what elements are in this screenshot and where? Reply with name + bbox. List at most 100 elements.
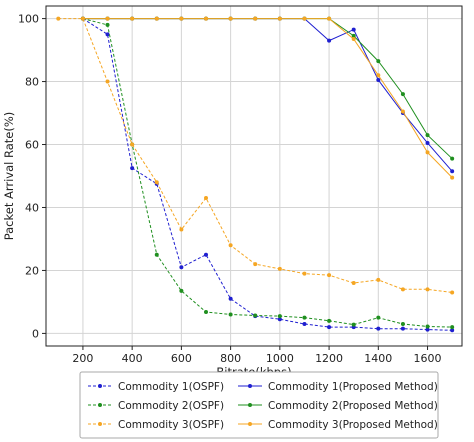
legend-label: Commodity 1(Proposed Method) (268, 381, 438, 393)
legend-entry: Commodity 2(OSPF) (88, 400, 224, 412)
series-layer (56, 16, 455, 333)
data-point (351, 37, 356, 42)
series-5 (80, 16, 455, 161)
x-tick-label: 1200 (315, 352, 343, 365)
data-point (376, 277, 381, 282)
data-point (204, 16, 208, 21)
data-point (327, 318, 332, 323)
data-point (327, 38, 332, 43)
series-line (82, 18, 453, 172)
data-point (130, 166, 135, 171)
data-point (277, 16, 282, 21)
data-point (425, 324, 430, 329)
data-point (154, 252, 159, 257)
legend-entry: Commodity 1(Proposed Method) (238, 381, 438, 393)
data-point (425, 140, 430, 145)
legend-entry: Commodity 2(Proposed Method) (238, 400, 438, 412)
series-1 (80, 16, 455, 333)
legend-swatch-marker (98, 422, 102, 426)
data-point (327, 16, 332, 21)
x-tick-label: 1000 (266, 352, 294, 365)
data-point (154, 16, 159, 21)
x-tick-label: 600 (171, 352, 192, 365)
legend-label: Commodity 3(OSPF) (118, 419, 224, 431)
data-point (228, 312, 233, 317)
data-point (105, 16, 110, 21)
data-point (179, 227, 184, 232)
data-point (302, 271, 307, 276)
plot-area-frame (45, 5, 463, 347)
y-axis-label: Packet Arrival Rate(%) (2, 112, 16, 241)
data-point (351, 33, 356, 38)
legend-entry: Commodity 3(OSPF) (88, 419, 224, 431)
data-point (400, 321, 405, 326)
data-point (302, 321, 307, 326)
data-point (450, 325, 455, 330)
x-axis-ticks: 200 400 600 800 1000 1200 1400 1600 (72, 346, 442, 365)
data-point (105, 32, 110, 37)
data-point (450, 328, 455, 333)
x-tick-label: 1400 (364, 352, 392, 365)
y-axis-ticks: 0 20 40 60 80 100 (18, 13, 46, 340)
x-tick-label: 200 (72, 352, 93, 365)
series-line (82, 18, 453, 160)
data-point (277, 314, 282, 319)
data-point (376, 315, 381, 320)
x-tick-label: 1600 (414, 352, 442, 365)
series-6 (80, 16, 455, 180)
data-point (253, 313, 258, 318)
series-4 (80, 16, 455, 174)
data-point (204, 196, 208, 201)
data-point (327, 273, 332, 278)
data-point (105, 22, 110, 27)
data-point (302, 315, 307, 320)
legend-swatch-marker (98, 403, 102, 407)
data-point (400, 326, 405, 331)
y-tick-label: 60 (25, 139, 39, 152)
data-point (105, 79, 110, 84)
data-point (228, 16, 233, 21)
data-point (130, 142, 135, 147)
legend-swatch-marker (248, 422, 252, 426)
legend-label: Commodity 2(Proposed Method) (268, 400, 438, 412)
data-point (130, 16, 135, 21)
series-2 (80, 16, 455, 330)
data-point (253, 262, 258, 267)
data-point (450, 175, 455, 180)
data-point (425, 327, 430, 332)
data-point (327, 325, 332, 330)
series-3 (56, 16, 455, 295)
y-tick-label: 100 (18, 13, 39, 26)
legend-swatch-marker (248, 403, 252, 407)
legend: Commodity 1(OSPF) Commodity 2(OSPF) Commod… (79, 371, 439, 439)
series-line (82, 18, 453, 178)
legend-label: Commodity 1(OSPF) (118, 381, 224, 393)
legend-entry: Commodity 3(Proposed Method) (238, 419, 438, 431)
grid-lines (46, 6, 462, 346)
data-point (204, 252, 208, 257)
legend-entry: Commodity 1(OSPF) (88, 381, 224, 393)
data-point (450, 290, 455, 295)
y-tick-label: 20 (25, 264, 39, 277)
data-point (179, 16, 184, 21)
y-tick-label: 0 (32, 327, 39, 340)
data-point (351, 322, 356, 327)
data-point (56, 16, 61, 21)
data-point (154, 180, 159, 185)
series-line (82, 18, 453, 328)
data-point (425, 287, 430, 292)
data-point (228, 243, 233, 248)
data-point (351, 281, 356, 286)
data-point (302, 16, 307, 21)
legend-label: Commodity 3(Proposed Method) (268, 419, 438, 431)
x-tick-label: 400 (122, 352, 143, 365)
legend-label: Commodity 2(OSPF) (118, 400, 224, 412)
data-point (179, 288, 184, 293)
legend-swatch-marker (248, 384, 252, 388)
data-point (425, 133, 430, 138)
series-line (82, 18, 453, 331)
data-point (80, 16, 85, 21)
data-point (400, 92, 405, 97)
legend-swatch-marker (98, 384, 102, 388)
